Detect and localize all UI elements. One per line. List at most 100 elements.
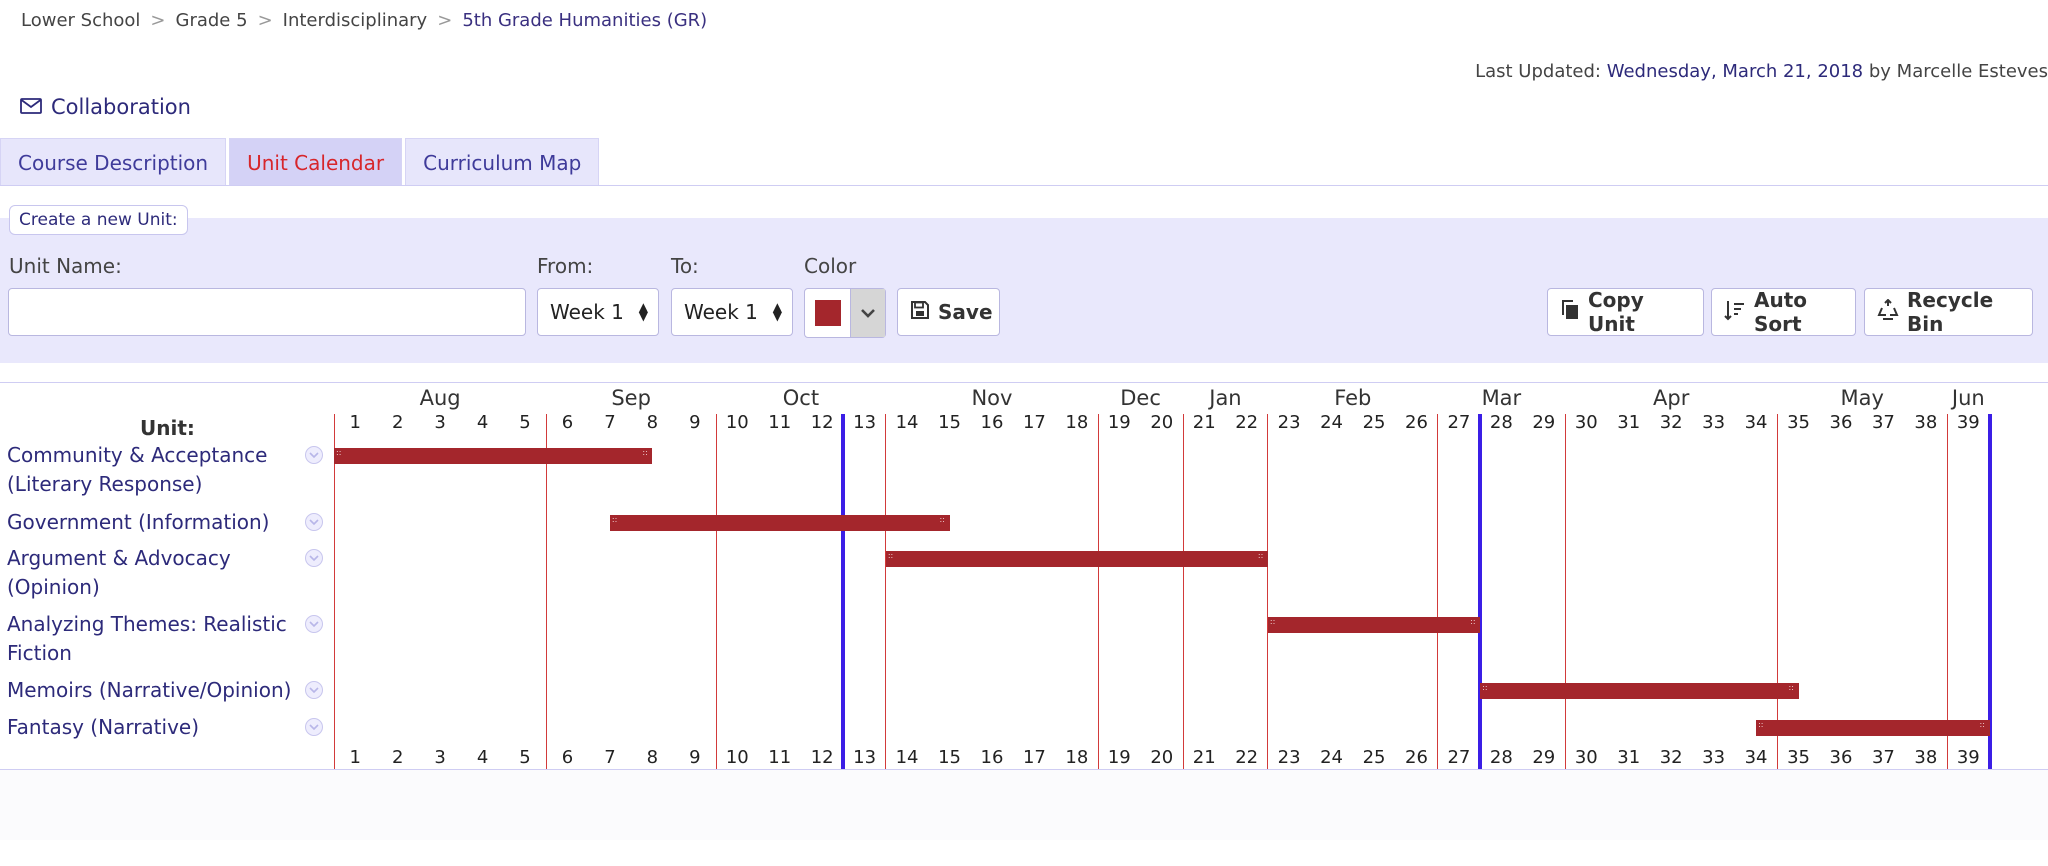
breadcrumb: Lower School > Grade 5 > Interdisciplinary >5… bbox=[21, 10, 707, 31]
tab-curriculum-map[interactable]: Curriculum Map bbox=[405, 138, 600, 186]
resize-handle-start[interactable]: :: bbox=[1758, 720, 1764, 729]
week-number-bottom: 27 bbox=[1447, 747, 1471, 768]
resize-handle-end[interactable]: :: bbox=[642, 448, 648, 457]
last-updated-date: Wednesday, March 21, 2018 bbox=[1606, 61, 1864, 82]
week-number-bottom: 30 bbox=[1574, 747, 1598, 768]
week-number-bottom: 9 bbox=[689, 747, 701, 768]
recycle-icon bbox=[1877, 298, 1899, 326]
save-button[interactable]: Save bbox=[897, 288, 1000, 336]
chevron-down-icon[interactable] bbox=[305, 513, 323, 531]
resize-handle-end[interactable]: :: bbox=[1979, 720, 1985, 729]
to-week-value: Week 1 bbox=[684, 300, 758, 324]
week-number-bottom: 15 bbox=[938, 747, 961, 768]
chevron-down-icon[interactable] bbox=[850, 289, 885, 337]
week-number-bottom: 22 bbox=[1235, 747, 1259, 768]
week-number-top: 30 bbox=[1574, 412, 1598, 433]
resize-handle-end[interactable]: :: bbox=[1788, 683, 1794, 692]
month-label: Feb bbox=[1334, 386, 1372, 410]
resize-handle-start[interactable]: :: bbox=[611, 515, 618, 524]
week-number-top: 37 bbox=[1871, 412, 1895, 433]
unit-bar[interactable]: :::: bbox=[609, 515, 950, 531]
month-label: Dec bbox=[1120, 386, 1161, 410]
unit-row-label[interactable]: Government (Information) bbox=[7, 510, 270, 534]
week-number-bottom: 35 bbox=[1787, 747, 1810, 768]
week-number-top: 15 bbox=[938, 412, 961, 433]
unit-row-label[interactable]: Fantasy (Narrative) bbox=[7, 715, 200, 739]
breadcrumb-separator: > bbox=[437, 10, 453, 31]
recycle-bin-button[interactable]: Recycle Bin bbox=[1864, 288, 2033, 336]
month-boundary-line bbox=[1097, 414, 1099, 770]
week-number-top: 27 bbox=[1447, 412, 1471, 433]
resize-handle-end[interactable]: :: bbox=[939, 515, 945, 524]
unit-name-input[interactable] bbox=[8, 288, 526, 336]
week-number-top: 8 bbox=[646, 412, 659, 433]
week-number-top: 7 bbox=[604, 412, 616, 433]
week-number-bottom: 5 bbox=[519, 747, 531, 768]
unit-bar[interactable]: :::: bbox=[1480, 683, 1799, 699]
last-updated-by: by Marcelle Esteves bbox=[1868, 61, 2048, 82]
week-number-top: 26 bbox=[1405, 412, 1428, 433]
week-number-top: 14 bbox=[895, 412, 919, 433]
from-week-select[interactable]: Week 1 ▲ ▼ bbox=[537, 288, 659, 336]
chevron-down-icon[interactable] bbox=[305, 718, 323, 736]
week-number-top: 13 bbox=[853, 412, 877, 433]
week-number-top: 24 bbox=[1320, 412, 1344, 433]
unit-bar[interactable]: :::: bbox=[885, 551, 1268, 567]
copy-unit-button[interactable]: Copy Unit bbox=[1547, 288, 1704, 336]
week-number-bottom: 4 bbox=[476, 747, 489, 768]
month-label: Aug bbox=[419, 386, 461, 410]
copy-icon bbox=[1560, 299, 1580, 326]
resize-handle-end[interactable]: :: bbox=[1470, 617, 1476, 626]
breadcrumb-item-grade[interactable]: Grade 5 bbox=[175, 10, 248, 31]
month-label: Jun bbox=[1951, 386, 1985, 410]
breadcrumb-item-lower-school[interactable]: Lower School bbox=[21, 10, 141, 31]
month-label: Jan bbox=[1209, 386, 1242, 410]
unit-row-label[interactable]: Community & Acceptance (Literary Respons… bbox=[7, 443, 268, 496]
auto-sort-button[interactable]: Auto Sort bbox=[1711, 288, 1856, 336]
week-number-bottom: 17 bbox=[1022, 747, 1046, 768]
week-number-bottom: 21 bbox=[1192, 747, 1216, 768]
resize-handle-start[interactable]: :: bbox=[336, 448, 342, 457]
month-label: Nov bbox=[971, 386, 1013, 410]
save-label: Save bbox=[938, 300, 993, 324]
select-arrows-icon: ▲ ▼ bbox=[638, 300, 648, 323]
week-number-top: 6 bbox=[561, 412, 574, 433]
chevron-down-icon[interactable] bbox=[305, 681, 323, 699]
week-number-bottom: 24 bbox=[1320, 747, 1344, 768]
tab-course-description[interactable]: Course Description bbox=[0, 138, 227, 186]
collaboration-link[interactable]: Collaboration bbox=[20, 95, 191, 119]
week-number-top: 2 bbox=[391, 412, 404, 433]
unit-bar[interactable]: :::: bbox=[1756, 720, 1990, 736]
month-boundary-line bbox=[885, 414, 887, 770]
unit-bar[interactable]: :::: bbox=[334, 448, 653, 464]
to-week-select[interactable]: Week 1 ▲ ▼ bbox=[671, 288, 793, 336]
color-picker[interactable] bbox=[804, 288, 886, 338]
week-number-top: 5 bbox=[519, 412, 531, 433]
page-footer-area bbox=[0, 770, 2048, 840]
week-number-bottom: 34 bbox=[1744, 747, 1768, 768]
unit-row-label[interactable]: Argument & Advocacy (Opinion) bbox=[7, 546, 231, 599]
tab-unit-calendar[interactable]: Unit Calendar bbox=[229, 138, 403, 186]
resize-handle-end[interactable]: :: bbox=[1257, 551, 1264, 560]
envelope-icon bbox=[20, 95, 42, 119]
breadcrumb-item-department[interactable]: Interdisciplinary bbox=[282, 10, 428, 31]
week-number-bottom: 6 bbox=[561, 747, 574, 768]
week-number-top: 16 bbox=[980, 412, 1004, 433]
unit-row-label[interactable]: Analyzing Themes: Realistic Fiction bbox=[7, 612, 287, 665]
auto-sort-label: Auto Sort bbox=[1754, 288, 1808, 336]
month-label: Oct bbox=[782, 386, 820, 410]
copy-unit-label: Copy Unit bbox=[1588, 288, 1644, 336]
week-number-top: 1 bbox=[349, 412, 361, 433]
week-number-top: 21 bbox=[1192, 412, 1216, 433]
week-number-bottom: 28 bbox=[1489, 747, 1513, 768]
chevron-down-icon[interactable] bbox=[305, 615, 323, 633]
resize-handle-start[interactable]: :: bbox=[1482, 683, 1488, 692]
resize-handle-start[interactable]: :: bbox=[1269, 617, 1276, 626]
unit-bar[interactable]: :::: bbox=[1267, 617, 1481, 633]
week-number-bottom: 36 bbox=[1829, 747, 1853, 768]
unit-row-label[interactable]: Memoirs (Narrative/Opinion) bbox=[7, 678, 292, 702]
resize-handle-start[interactable]: :: bbox=[887, 551, 894, 560]
week-number-bottom: 7 bbox=[604, 747, 616, 768]
chevron-down-icon[interactable] bbox=[305, 549, 323, 567]
chevron-down-icon[interactable] bbox=[305, 446, 323, 464]
